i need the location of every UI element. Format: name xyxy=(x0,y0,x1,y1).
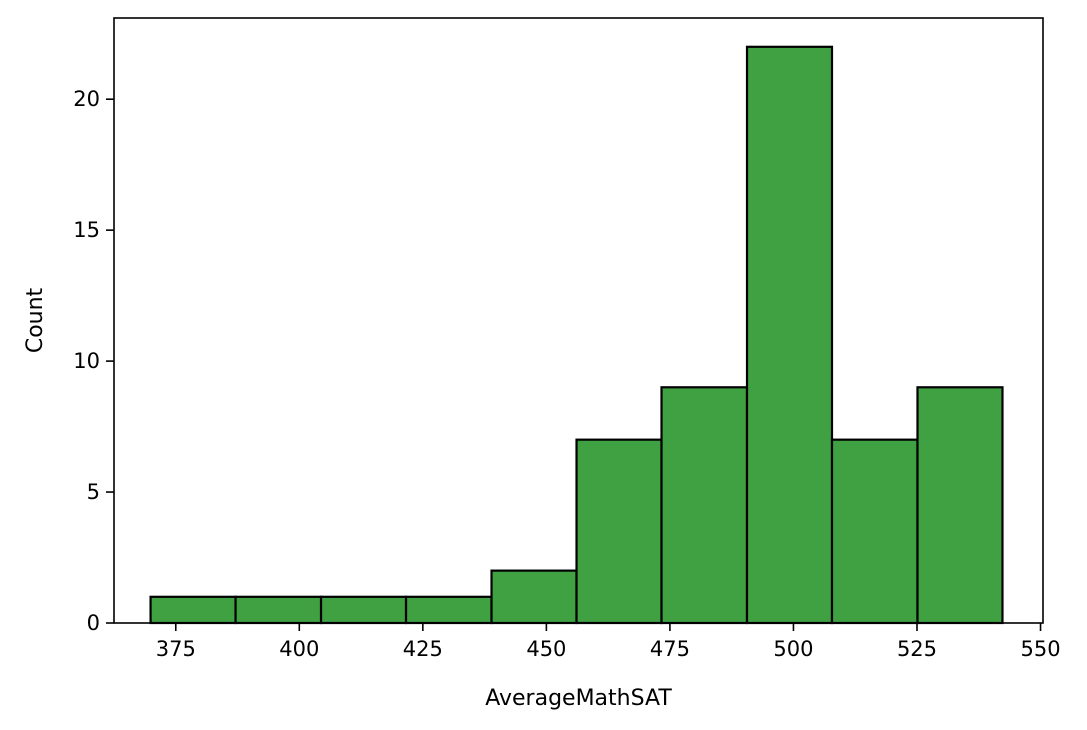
y-tick-label: 10 xyxy=(73,349,100,373)
x-tick-label: 400 xyxy=(279,637,319,661)
histogram-bar xyxy=(916,386,1004,625)
x-tick-label: 450 xyxy=(526,637,566,661)
histogram-bar xyxy=(830,438,919,625)
x-tick-label: 375 xyxy=(156,637,196,661)
bars-group xyxy=(149,45,1004,625)
histogram-bar xyxy=(660,386,749,625)
plot-frame xyxy=(113,17,1044,624)
histogram-bar xyxy=(234,595,323,625)
histogram-bar xyxy=(745,45,834,625)
y-axis: 0 5 10 15 20 xyxy=(73,87,114,635)
y-tick-label: 15 xyxy=(73,218,100,242)
y-tick-label: 0 xyxy=(87,611,100,635)
histogram-bar xyxy=(404,595,493,625)
y-tick-label: 20 xyxy=(73,87,100,111)
x-tick-label: 525 xyxy=(897,637,937,661)
x-tick-label: 425 xyxy=(403,637,443,661)
y-axis-label: Count xyxy=(23,287,48,353)
histogram-bar xyxy=(149,595,237,625)
histogram-bar xyxy=(319,595,408,625)
x-axis-label: AverageMathSAT xyxy=(485,686,672,711)
y-tick-label: 5 xyxy=(87,480,100,504)
histogram-bar xyxy=(490,569,578,625)
x-axis: 375 400 425 450 475 500 525 550 xyxy=(156,623,1061,661)
histogram-bar xyxy=(575,438,663,625)
x-tick-label: 550 xyxy=(1020,637,1060,661)
x-tick-label: 475 xyxy=(650,637,690,661)
x-tick-label: 500 xyxy=(773,637,813,661)
